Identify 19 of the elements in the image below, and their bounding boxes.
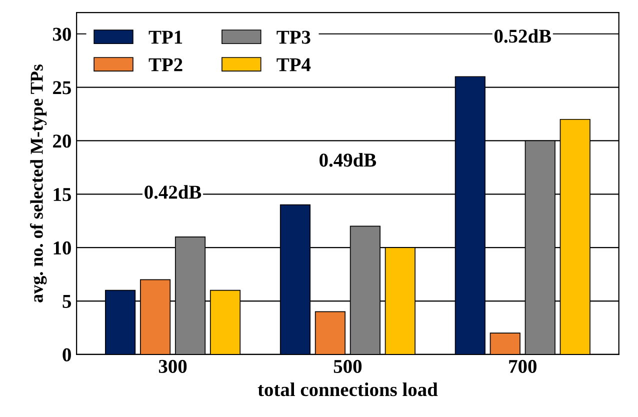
legend-label: TP1 xyxy=(148,30,182,44)
annotation: 0.49dB xyxy=(320,153,376,167)
y-tick-label: 25 xyxy=(53,81,71,94)
y-tick-label: 0 xyxy=(62,348,71,362)
y-tick-label: 30 xyxy=(52,28,71,41)
x-tick-label: 500 xyxy=(334,360,362,373)
x-tick-label: 300 xyxy=(158,360,187,373)
y-tick-label: 10 xyxy=(54,241,71,255)
y-tick-label: 20 xyxy=(53,134,71,148)
x-tick-label: 700 xyxy=(509,360,536,373)
y-axis-title: avg. no. of selected M-type TPs xyxy=(30,64,47,302)
legend-label: TP4 xyxy=(276,58,311,72)
annotation: 0.42dB xyxy=(144,185,202,199)
legend-label: TP2 xyxy=(148,58,182,72)
y-tick-label: 15 xyxy=(54,188,71,202)
annotation: 0.52dB xyxy=(494,29,552,43)
y-tick-label: 5 xyxy=(62,295,71,308)
legend-label: TP3 xyxy=(276,30,310,44)
x-axis-title: total connections load xyxy=(258,382,438,396)
